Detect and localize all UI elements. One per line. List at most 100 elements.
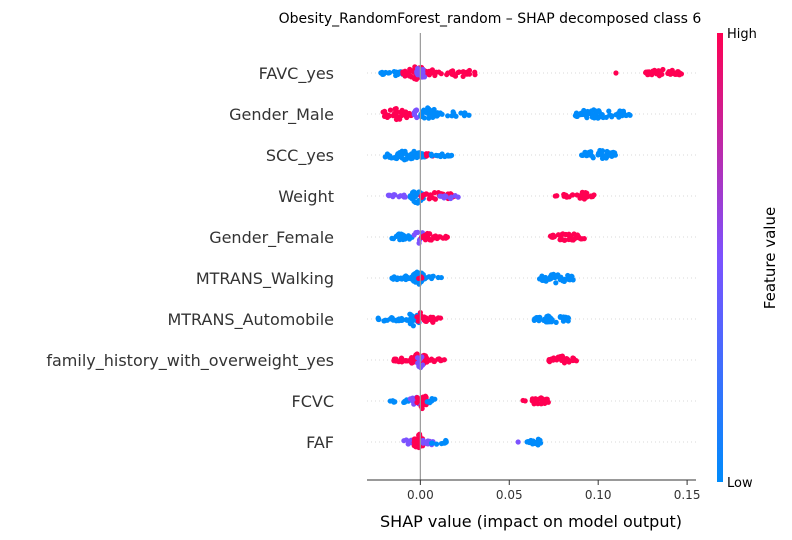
shap-point [420, 362, 426, 368]
shap-point [426, 236, 433, 242]
shap-point [445, 70, 451, 76]
shap-point [607, 112, 613, 118]
shap-point [415, 360, 421, 366]
shap-point [431, 190, 438, 196]
shap-point [578, 194, 584, 200]
shap-point [542, 277, 548, 283]
shap-point [443, 439, 449, 445]
shap-point [390, 276, 396, 282]
shap-point [571, 356, 577, 362]
shap-point [560, 278, 566, 284]
shap-point [413, 154, 419, 160]
shap-point [407, 316, 413, 323]
shap-point [433, 69, 439, 75]
feature-label: FAVC_yes [259, 64, 334, 84]
x-tick-label: 0.15 [674, 488, 701, 502]
shap-point [381, 113, 388, 119]
shap-point [557, 233, 564, 239]
shap-point [573, 113, 579, 119]
shap-point [566, 359, 572, 365]
shap-point [411, 232, 417, 238]
shap-point [419, 74, 426, 80]
x-tick-label: 0.00 [407, 488, 434, 502]
shap-point [428, 151, 434, 157]
shap-point [426, 115, 432, 121]
shap-point [426, 68, 432, 74]
shap-point [549, 275, 555, 281]
shap-point [427, 108, 433, 115]
shap-point [391, 192, 397, 198]
shap-point [419, 193, 425, 199]
shap-point [660, 66, 666, 73]
feature-label: SCC_yes [266, 146, 334, 166]
shap-point [590, 155, 596, 161]
shap-point [553, 280, 559, 286]
feature-label: FCVC [292, 392, 335, 411]
shap-point [379, 69, 385, 75]
shap-point [420, 69, 426, 76]
shap-point [416, 150, 423, 156]
shap-point [588, 149, 594, 155]
shap-point [422, 237, 429, 243]
shap-point [382, 108, 388, 114]
shap-point [408, 156, 414, 162]
shap-point [398, 231, 404, 237]
shap-point [433, 152, 439, 158]
shap-point [414, 68, 420, 75]
shap-point [393, 317, 399, 323]
feature-label: FAF [306, 433, 334, 452]
feature-label: Gender_Male [229, 105, 334, 125]
shap-point [576, 235, 582, 241]
shap-point [455, 69, 461, 76]
colorbar: High Low Feature value [717, 27, 779, 491]
x-tick-label: 0.10 [585, 488, 612, 502]
shap-point [433, 441, 440, 447]
shap-point [424, 153, 430, 159]
shap-point [410, 272, 417, 278]
shap-point [424, 232, 430, 238]
feature-label: MTRANS_Walking [196, 269, 334, 289]
shap-point [398, 151, 404, 157]
shap-point [450, 109, 456, 115]
shap-point [393, 106, 399, 112]
shap-point [452, 193, 458, 199]
shap-point [536, 396, 543, 402]
shap-point [520, 397, 526, 404]
x-tick-label: 0.05 [496, 488, 523, 502]
shap-point [437, 153, 444, 160]
shap-point [571, 231, 577, 237]
shap-point [613, 70, 619, 76]
shap-point [460, 69, 467, 75]
shap-point [443, 194, 449, 200]
shap-point [562, 358, 568, 364]
shap-point [438, 193, 444, 199]
x-axis: 0.00 0.05 0.10 0.15 [367, 479, 701, 502]
shap-point [406, 236, 413, 242]
shap-point [545, 313, 551, 319]
shap-point [403, 358, 409, 364]
shap-point [610, 152, 617, 158]
shap-point [402, 73, 408, 79]
shap-point [599, 148, 606, 154]
shap-point [444, 234, 450, 240]
shap-point [619, 113, 625, 119]
shap-point [659, 71, 665, 77]
shap-point [437, 234, 443, 240]
shap-point [627, 112, 633, 118]
shap-point [399, 356, 405, 362]
shap-point [398, 317, 405, 323]
shap-point [431, 358, 437, 364]
shap-point [602, 154, 608, 160]
shap-point [606, 108, 612, 114]
shap-point [411, 436, 418, 443]
shap-point [431, 234, 437, 240]
shap-point [532, 440, 538, 446]
shap-point [446, 153, 452, 159]
shap-point [429, 275, 435, 282]
shap-point [565, 318, 571, 324]
shap-point [472, 72, 478, 78]
shap-point [420, 437, 426, 444]
shap-point [570, 192, 576, 198]
shap-point [566, 232, 572, 238]
